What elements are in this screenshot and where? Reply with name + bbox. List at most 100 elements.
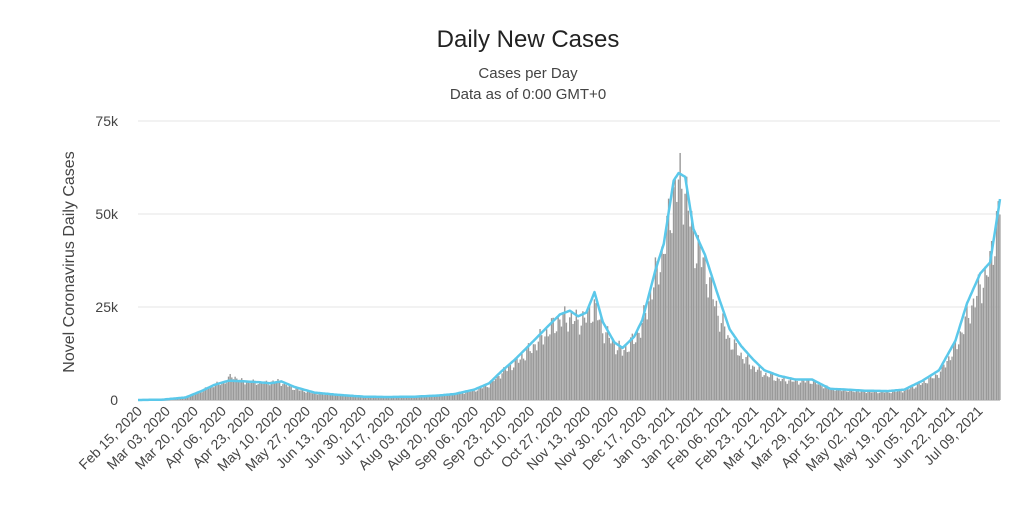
daily-bar xyxy=(489,382,492,400)
daily-bar xyxy=(803,380,805,400)
daily-bar xyxy=(923,380,925,400)
daily-bar xyxy=(273,382,276,400)
daily-bar xyxy=(704,253,706,400)
daily-bar xyxy=(475,391,477,400)
daily-bar xyxy=(343,395,345,400)
daily-bar xyxy=(440,395,442,400)
daily-bar xyxy=(898,389,901,400)
daily-bar xyxy=(465,392,467,400)
daily-bar xyxy=(590,322,592,400)
daily-bar xyxy=(580,325,582,400)
daily-bar xyxy=(890,393,892,400)
daily-bar xyxy=(277,378,279,400)
daily-bar xyxy=(885,391,887,400)
daily-bar xyxy=(297,388,299,400)
daily-bar xyxy=(750,369,752,400)
daily-bar xyxy=(224,383,226,400)
daily-bar xyxy=(203,389,205,400)
daily-bar xyxy=(763,375,765,400)
daily-bar xyxy=(318,393,320,400)
daily-bar xyxy=(732,349,734,400)
daily-bar xyxy=(241,378,243,400)
daily-bar xyxy=(882,392,884,400)
daily-bar xyxy=(437,395,439,400)
daily-bar xyxy=(212,387,215,400)
daily-bar xyxy=(376,397,378,400)
daily-bar xyxy=(399,396,401,400)
daily-bar xyxy=(939,371,942,400)
daily-bar xyxy=(450,395,452,400)
daily-bar xyxy=(555,331,558,400)
daily-bar xyxy=(578,334,581,400)
daily-bar xyxy=(392,396,395,400)
daily-bar xyxy=(725,338,727,400)
daily-bar xyxy=(872,392,874,400)
daily-bar xyxy=(639,337,642,400)
daily-bar xyxy=(582,311,584,400)
daily-bar xyxy=(354,396,357,400)
daily-bar xyxy=(226,382,228,400)
daily-bar xyxy=(702,257,704,400)
daily-bar xyxy=(722,313,724,400)
daily-bar xyxy=(208,388,210,400)
daily-bar xyxy=(671,233,673,400)
daily-bar xyxy=(514,357,517,400)
daily-bar xyxy=(389,397,391,400)
daily-bar xyxy=(735,342,737,400)
daily-bar xyxy=(503,367,505,400)
daily-bar xyxy=(308,390,310,400)
daily-bar xyxy=(264,381,266,400)
daily-bar xyxy=(536,350,538,400)
daily-bar xyxy=(386,397,388,400)
daily-bar xyxy=(831,388,833,400)
daily-bar xyxy=(320,392,322,400)
daily-bar xyxy=(334,395,337,400)
daily-bar xyxy=(456,394,459,400)
daily-bar xyxy=(382,397,385,400)
daily-bar xyxy=(849,389,851,400)
daily-bar xyxy=(938,377,940,400)
daily-bar xyxy=(567,331,569,400)
daily-bar xyxy=(669,230,671,400)
daily-bar xyxy=(292,389,294,400)
daily-bar xyxy=(728,337,731,400)
daily-bar xyxy=(377,397,380,400)
daily-bar xyxy=(715,300,718,400)
daily-bar xyxy=(954,341,957,400)
daily-bar xyxy=(257,384,259,400)
daily-bar xyxy=(585,322,587,400)
daily-bar xyxy=(509,364,512,400)
daily-bar xyxy=(217,382,220,400)
daily-bar xyxy=(206,388,208,400)
daily-bar xyxy=(761,376,764,400)
daily-bar xyxy=(338,395,340,400)
daily-bar xyxy=(592,321,594,400)
daily-bar xyxy=(466,391,469,400)
daily-bar xyxy=(786,383,788,400)
daily-bar xyxy=(415,396,418,400)
daily-bar xyxy=(336,395,339,400)
daily-bar xyxy=(964,316,966,400)
daily-bar xyxy=(903,390,905,400)
daily-bar xyxy=(845,391,848,400)
bar-series xyxy=(138,152,1001,400)
daily-bar xyxy=(864,391,866,400)
daily-bar xyxy=(549,334,551,400)
daily-bar xyxy=(283,382,286,400)
daily-bar xyxy=(239,379,241,400)
daily-bar xyxy=(896,391,899,400)
daily-bar xyxy=(534,344,536,400)
daily-bar xyxy=(779,381,782,400)
daily-bar xyxy=(428,395,431,400)
daily-bar xyxy=(768,377,770,400)
daily-bar xyxy=(956,349,958,400)
daily-bar xyxy=(925,382,927,400)
daily-bar xyxy=(331,394,334,400)
daily-bar xyxy=(738,355,741,400)
daily-bar xyxy=(260,382,263,400)
daily-bar xyxy=(252,379,254,400)
daily-bar xyxy=(269,385,271,400)
daily-bar xyxy=(946,361,948,400)
daily-bar xyxy=(653,287,655,400)
daily-bar xyxy=(560,326,563,400)
